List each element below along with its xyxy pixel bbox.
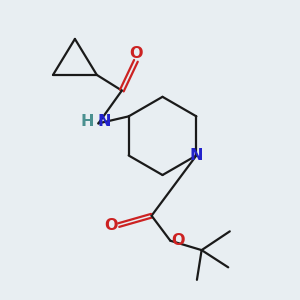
Text: O: O [171, 233, 185, 248]
Text: N: N [190, 148, 203, 163]
Text: H: H [81, 114, 94, 129]
Text: N: N [97, 114, 111, 129]
Text: O: O [104, 218, 118, 232]
Text: O: O [129, 46, 143, 62]
